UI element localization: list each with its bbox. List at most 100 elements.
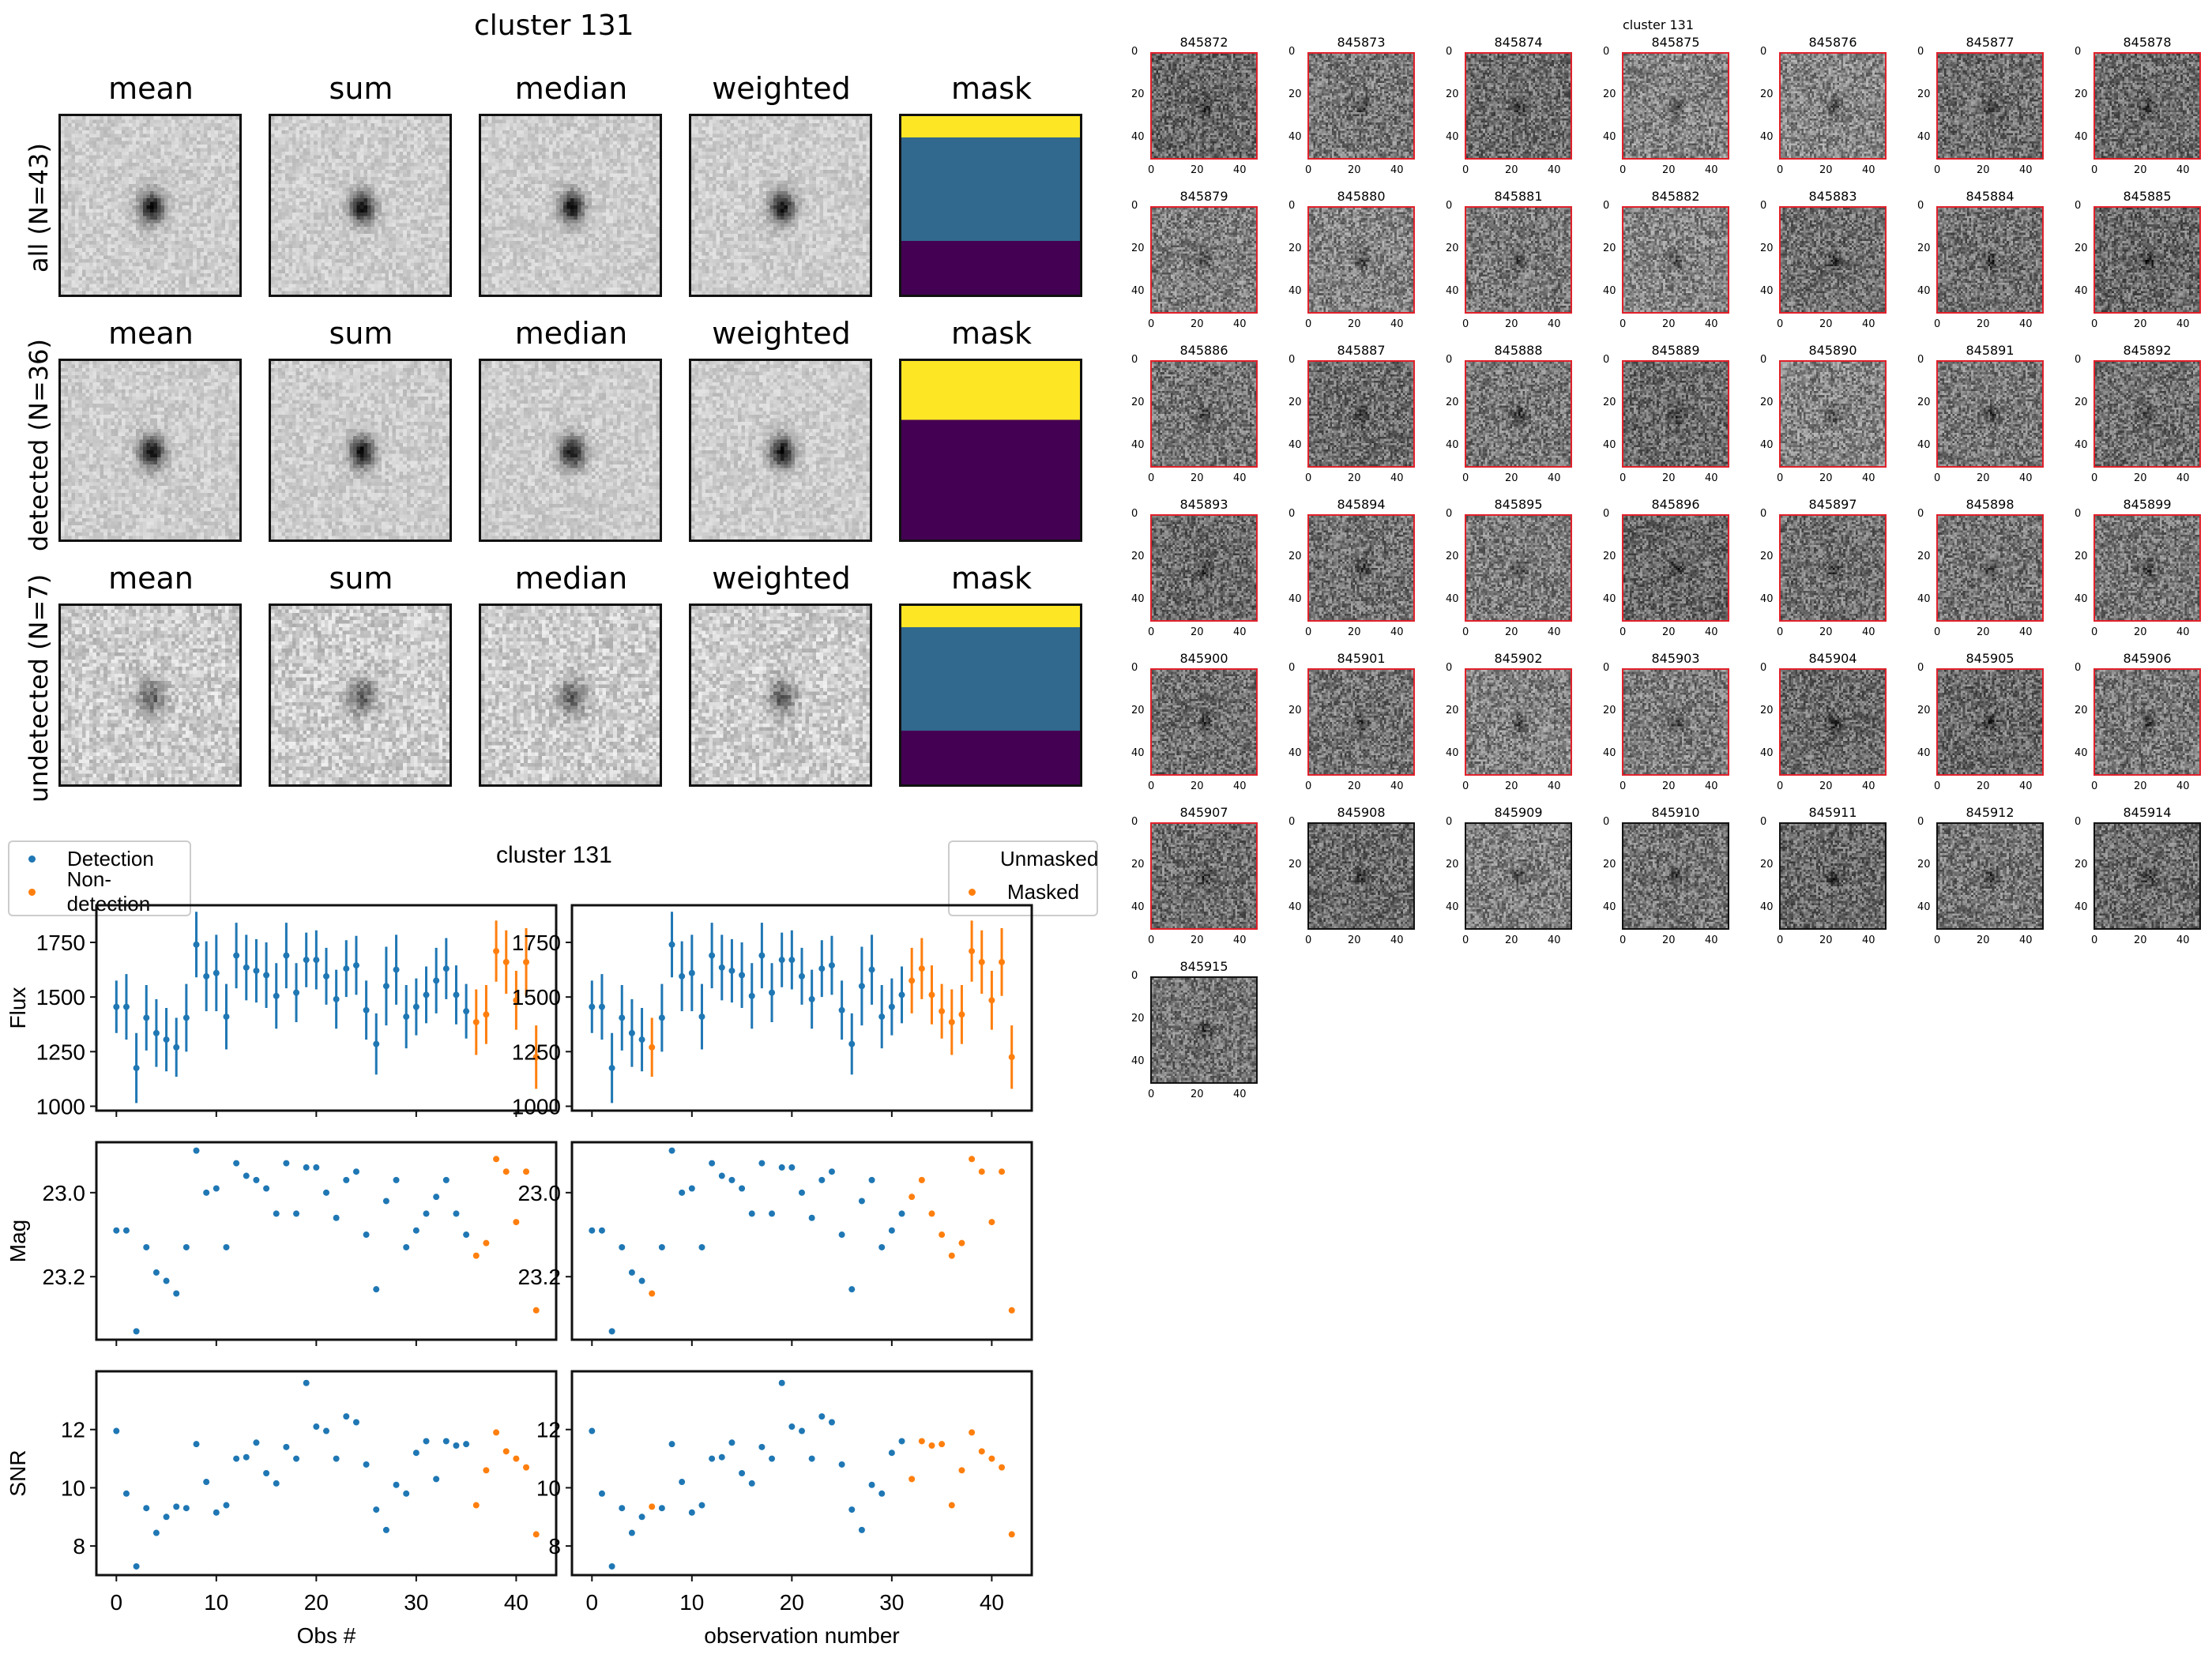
data-point-highlighted (978, 1448, 985, 1455)
data-point (828, 962, 835, 969)
thumbnail-y-tick: 0 (1603, 662, 1610, 674)
data-point (808, 995, 815, 1002)
thumbnail-y-tick: 0 (1131, 200, 1138, 212)
data-point (193, 1147, 200, 1154)
x-axis-label: Obs # (297, 1623, 356, 1648)
data-point (778, 1379, 785, 1386)
legend-entry-detection: Detection (9, 842, 190, 875)
data-point (799, 1189, 805, 1196)
thumbnail-y-tick: 40 (1446, 593, 1459, 605)
data-point-highlighted (988, 1219, 995, 1226)
thumbnail-x-tick: 20 (1505, 472, 1518, 484)
thumbnail-x-tick: 0 (1620, 164, 1627, 176)
data-point (898, 1210, 905, 1217)
data-point-highlighted (483, 1011, 490, 1018)
plot-frame (570, 1370, 1033, 1577)
thumbnail-y-tick: 20 (1131, 243, 1145, 254)
thumbnail-y-tick: 40 (1760, 593, 1774, 605)
thumbnail-y-tick: 40 (1288, 285, 1302, 297)
thumbnail-x-tick: 0 (1620, 626, 1627, 638)
data-point (263, 1470, 270, 1476)
data-point (263, 972, 270, 979)
data-point-highlighted (513, 1219, 520, 1226)
data-point (253, 1176, 260, 1183)
data-point (403, 1243, 410, 1250)
data-point (152, 1529, 160, 1536)
thumbnail-y-tick: 40 (1917, 131, 1931, 143)
data-point (709, 952, 716, 959)
data-point (133, 1562, 140, 1570)
thumbnail-x-tick: 40 (2176, 626, 2190, 638)
data-point (113, 1227, 120, 1234)
thumbnail-image (1465, 52, 1572, 160)
stamp-column-title: sum (329, 316, 393, 351)
stacked-stamp-image (269, 604, 452, 787)
thumbnail-x-tick: 40 (1548, 934, 1561, 946)
thumbnail-y-tick: 40 (1288, 593, 1302, 605)
legend-entry-non-detection: Non-detection (9, 867, 190, 916)
thumbnail-image (1936, 52, 2044, 160)
thumbnail-x-tick: 40 (1233, 472, 1247, 484)
thumbnail-y-tick: 20 (1603, 705, 1616, 716)
thumbnail-image (1307, 52, 1415, 160)
data-point (223, 1502, 230, 1509)
data-point (638, 1036, 645, 1043)
data-point (658, 1014, 665, 1021)
thumbnail-id-label: 845888 (1494, 343, 1543, 358)
data-point (393, 1481, 400, 1488)
data-point (352, 962, 359, 969)
thumbnail-y-tick: 0 (2075, 354, 2082, 366)
thumbnail-id-label: 845902 (1494, 651, 1543, 666)
thumbnail-y-tick: 20 (2075, 243, 2088, 254)
data-point (182, 1505, 190, 1512)
data-point (323, 1427, 329, 1435)
data-point-highlighted (472, 1502, 480, 1509)
legend-label: Masked (1007, 879, 1080, 904)
thumbnail-image (1622, 822, 1729, 930)
data-point-highlighted (978, 1168, 985, 1175)
stacked-stamp-image (689, 114, 872, 297)
thumbnail-x-tick: 20 (1819, 318, 1833, 330)
data-point (403, 1013, 410, 1021)
data-point (589, 1427, 596, 1435)
thumbnail-image (1936, 514, 2044, 622)
thumbnail-id-label: 845880 (1337, 189, 1386, 204)
data-point (143, 1243, 150, 1250)
thumbnail-y-tick: 0 (1760, 354, 1767, 366)
data-point (442, 965, 450, 972)
thumbnail-y-tick: 20 (1446, 859, 1459, 870)
thumbnail-x-tick: 20 (1977, 934, 1990, 946)
thumbnail-y-tick: 20 (1446, 397, 1459, 408)
thumbnail-id-label: 845896 (1651, 497, 1700, 512)
thumbnail-x-tick: 40 (1390, 472, 1404, 484)
data-point (213, 1185, 220, 1192)
thumbnail-x-tick: 40 (2019, 934, 2033, 946)
stamp-column-title: sum (329, 561, 393, 596)
data-point (182, 1014, 190, 1021)
data-point (788, 957, 796, 964)
thumbnail-y-tick: 0 (1288, 200, 1296, 212)
y-tick-label: 1250 (36, 1040, 85, 1064)
data-point-highlighted (493, 1156, 500, 1163)
data-point (463, 1008, 470, 1015)
stamp-column-title: sum (329, 71, 393, 106)
data-point-highlighted (493, 1429, 500, 1436)
data-point (838, 1231, 845, 1239)
thumbnail-x-tick: 20 (1819, 472, 1833, 484)
thumbnail-y-tick: 40 (1446, 439, 1459, 451)
data-point-highlighted (502, 1168, 510, 1175)
thumbnail-image (1465, 360, 1572, 468)
thumbnail-y-tick: 20 (1760, 859, 1774, 870)
thumbnail-y-tick: 20 (1288, 859, 1302, 870)
data-point (598, 1227, 605, 1234)
thumbnail-id-label: 845891 (1966, 343, 2014, 358)
data-point (382, 1526, 389, 1533)
y-tick-label: 12 (536, 1418, 561, 1442)
thumbnail-image (1779, 206, 1887, 314)
thumbnail-x-tick: 20 (2134, 626, 2147, 638)
data-point (303, 957, 310, 964)
data-point (333, 995, 340, 1002)
thumbnail-x-tick: 0 (1777, 626, 1784, 638)
y-tick-label: 12 (61, 1418, 85, 1442)
thumbnail-y-tick: 40 (1760, 901, 1774, 913)
